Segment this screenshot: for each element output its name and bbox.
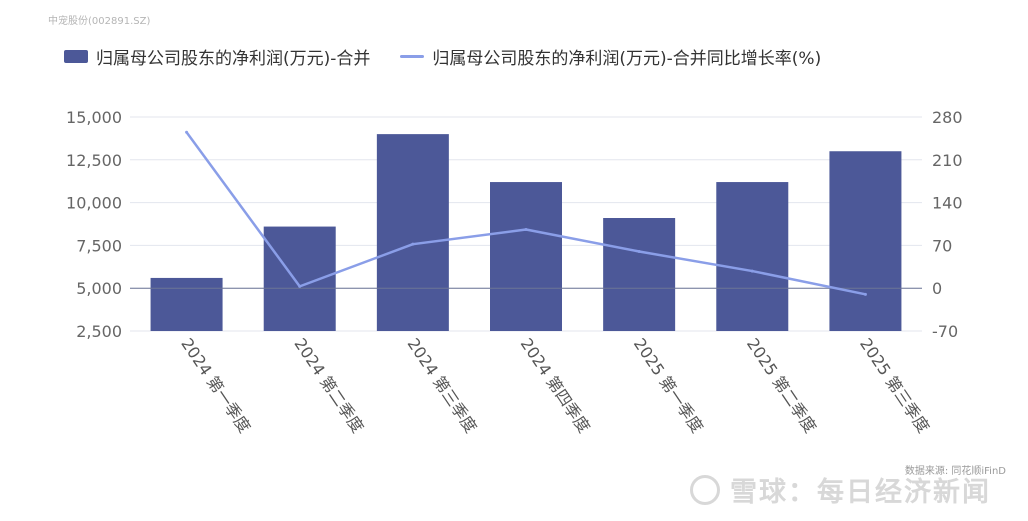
right-tick-label: -70 (932, 322, 958, 341)
right-tick-label: 210 (932, 151, 963, 170)
x-axis-ticks: 2024 第一季度 2024 第二季度 2024 第三季度 2024 第四季度 2025… (177, 335, 933, 437)
data-source: 数据来源: 同花顺iFinD (904, 466, 1006, 477)
left-tick-label: 15,000 (66, 108, 122, 127)
watermark: 雪球：每日经济新闻 (690, 470, 991, 509)
left-tick-label: 10,000 (66, 194, 122, 213)
bar[interactable] (716, 182, 789, 331)
x-tick-label: 2024 第三季度 (404, 335, 481, 437)
right-tick-label: 280 (932, 108, 963, 127)
bar[interactable] (150, 277, 223, 331)
bar[interactable] (490, 182, 562, 331)
stock-label: 中宠股份(002891.SZ) (48, 16, 151, 27)
bar[interactable] (376, 134, 449, 331)
growth-point[interactable] (637, 250, 641, 254)
growth-point[interactable] (750, 269, 754, 273)
right-tick-label: 70 (932, 236, 952, 255)
right-tick-label: 0 (932, 279, 942, 298)
left-tick-label: 2,500 (76, 322, 122, 341)
left-tick-label: 12,500 (66, 151, 122, 170)
legend-item-profit[interactable]: 归属母公司股东的净利润(万元)-合并 (64, 44, 370, 69)
legend-item-growth[interactable]: 归属母公司股东的净利润(万元)-合并同比增长率(%) (400, 44, 821, 69)
growth-point[interactable] (524, 228, 528, 232)
growth-line (185, 130, 867, 296)
x-tick-label: 2025 第一季度 (630, 335, 707, 437)
growth-point[interactable] (863, 292, 867, 296)
growth-point[interactable] (185, 130, 189, 134)
bars (150, 134, 902, 331)
growth-point[interactable] (298, 284, 302, 288)
legend-bar-swatch (64, 50, 88, 63)
bar[interactable] (829, 151, 902, 331)
x-tick-label: 2025 第二季度 (743, 335, 820, 437)
x-tick-label: 2024 第二季度 (290, 335, 367, 437)
legend-label-growth: 归属母公司股东的净利润(万元)-合并同比增长率(%) (432, 49, 822, 69)
bar[interactable] (263, 226, 336, 331)
x-tick-label: 2025 第三季度 (856, 335, 933, 437)
watermark-text: 雪球：每日经济新闻 (730, 477, 991, 508)
legend-label-profit: 归属母公司股东的净利润(万元)-合并 (96, 49, 371, 69)
x-tick-label: 2024 第四季度 (517, 335, 594, 437)
left-tick-label: 5,000 (76, 279, 122, 298)
right-tick-label: 140 (932, 194, 963, 213)
x-tick-label: 2024 第一季度 (177, 335, 254, 437)
right-axis-ticks: -70 0 70 140 210 280 (932, 108, 963, 341)
legend: 归属母公司股东的净利润(万元)-合并 归属母公司股东的净利润(万元)-合并同比增… (64, 44, 851, 69)
left-axis-ticks: 2,500 5,000 7,500 10,000 12,500 15,000 (66, 108, 122, 341)
xueqiu-logo-icon (690, 474, 720, 505)
legend-line-swatch (400, 55, 425, 58)
growth-point[interactable] (411, 242, 415, 246)
bar[interactable] (603, 218, 676, 331)
left-tick-label: 7,500 (76, 236, 122, 255)
